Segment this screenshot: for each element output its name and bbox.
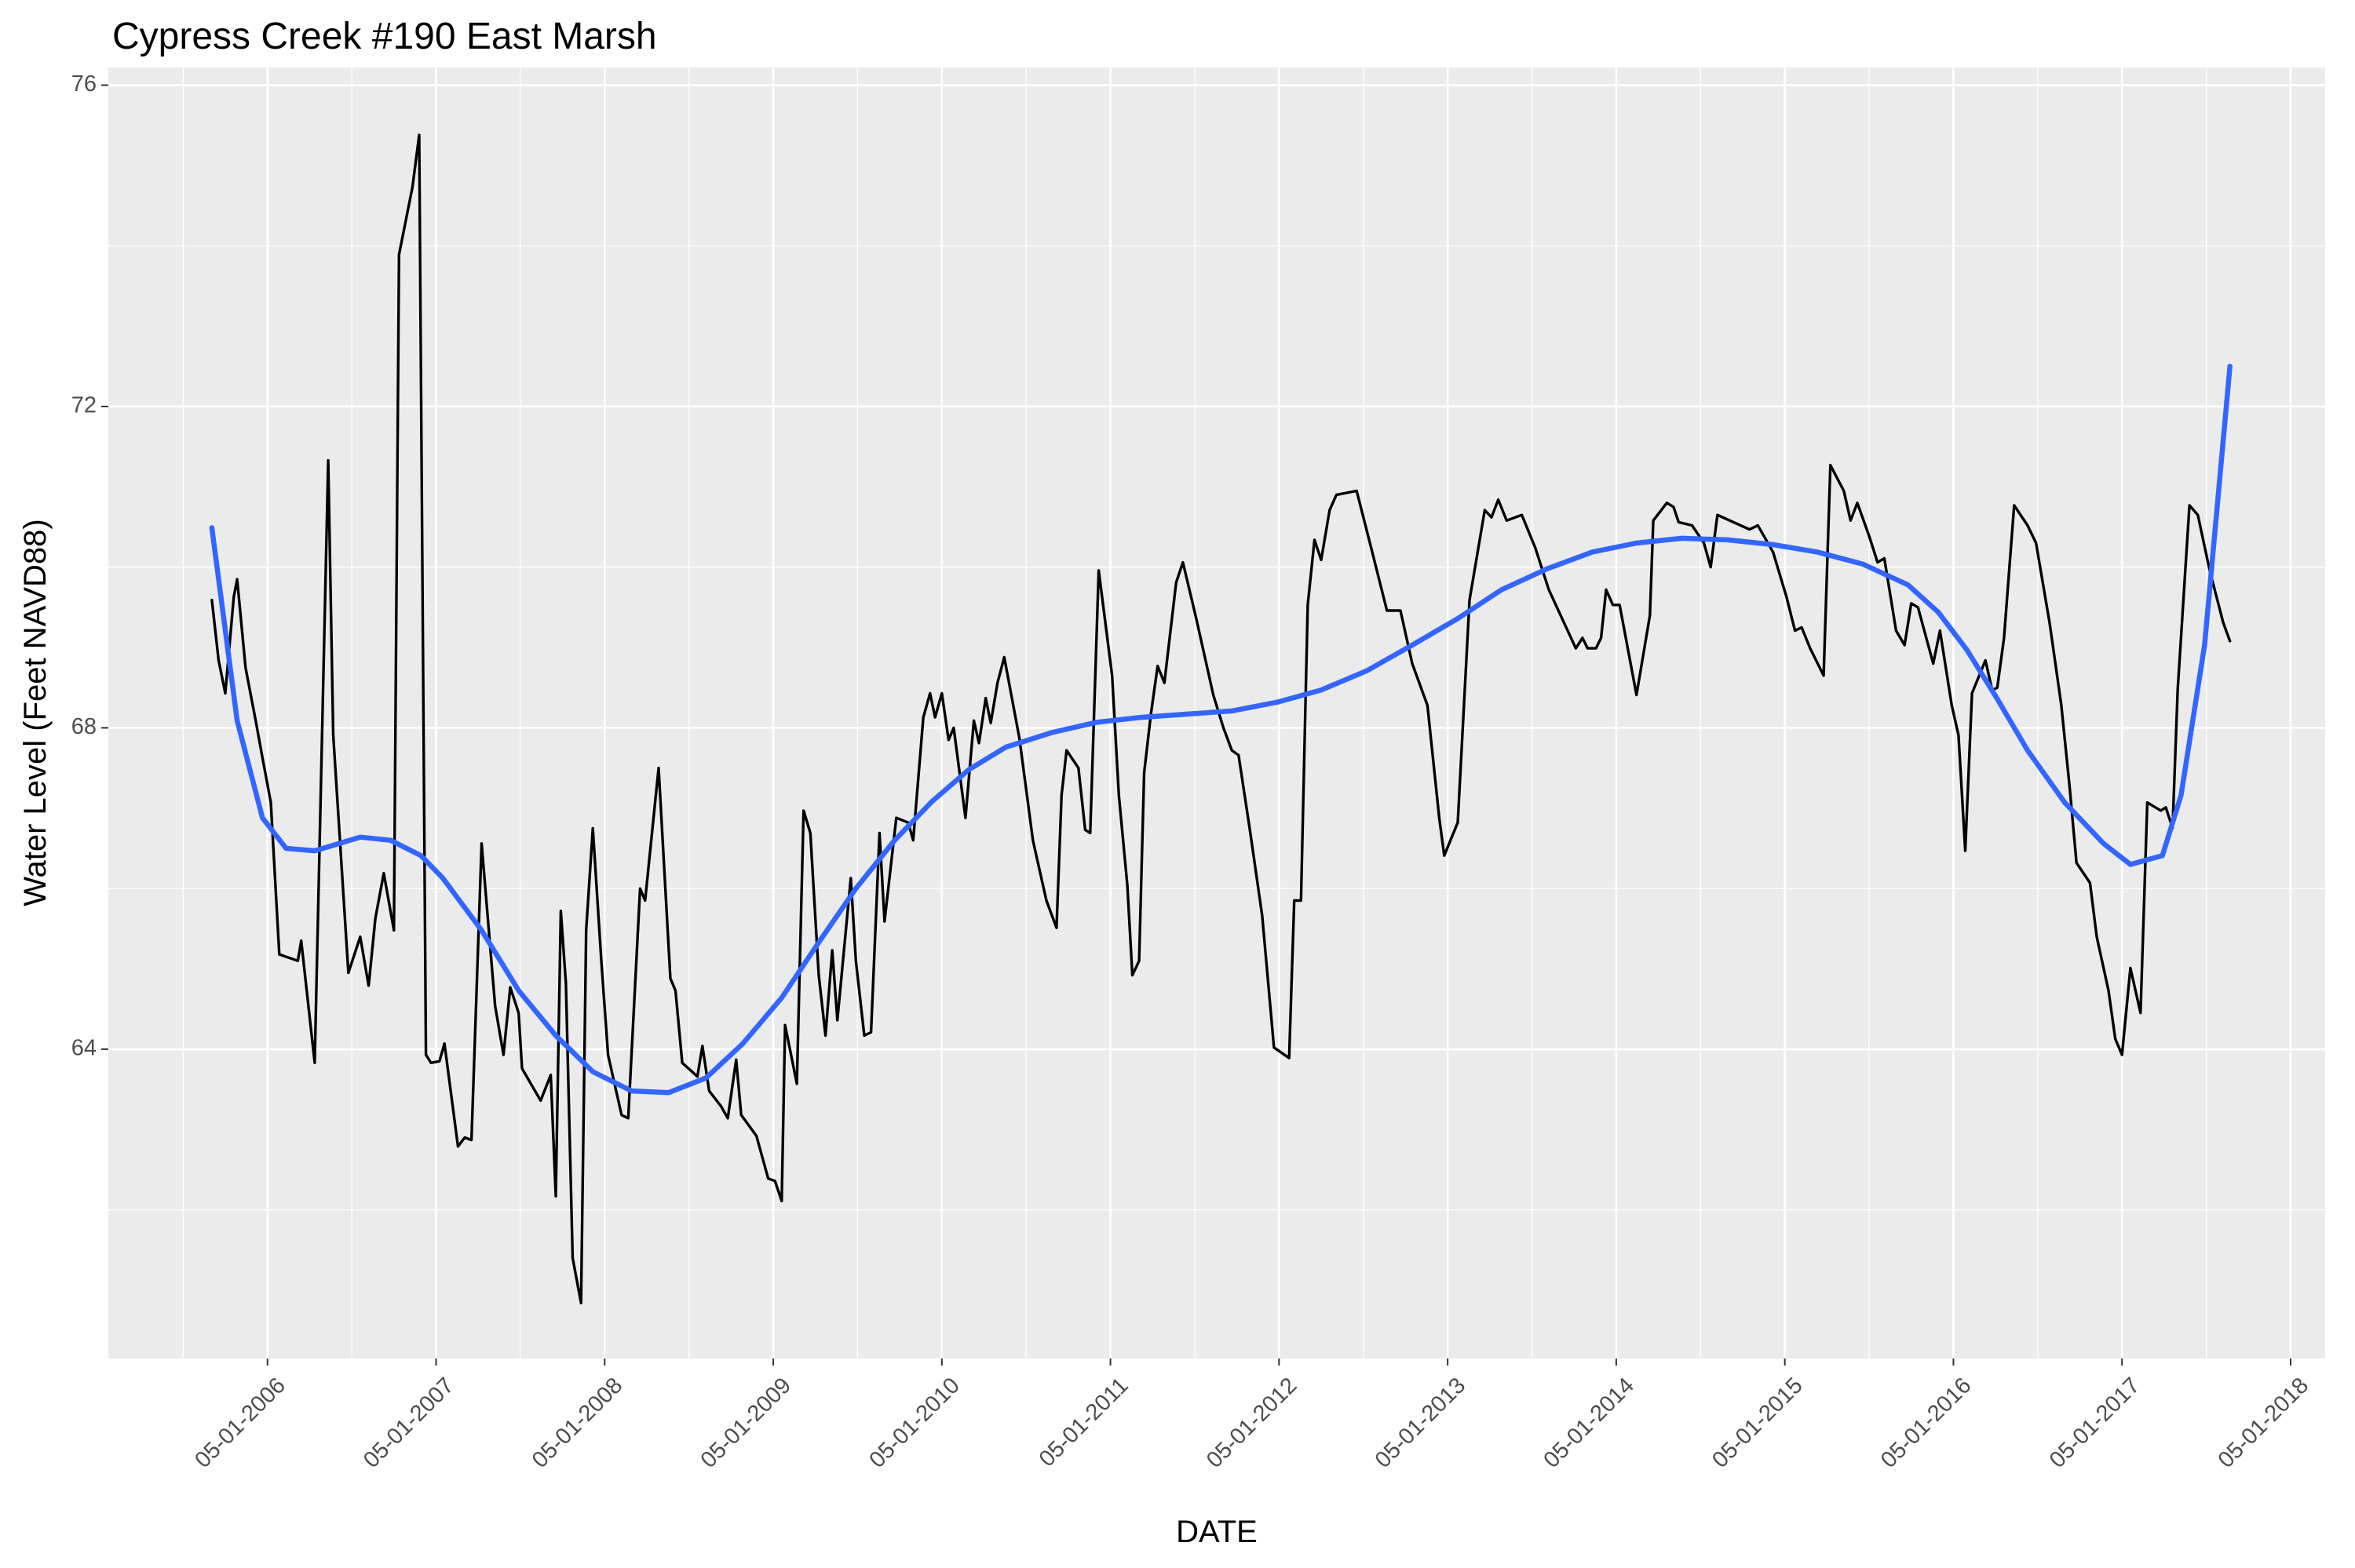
trend-line — [209, 363, 2233, 1096]
x-axis-title: DATE — [1176, 1515, 1258, 1549]
y-tick-label: 64 — [71, 1036, 97, 1061]
lines — [209, 133, 2233, 1305]
chart-title: Cypress Creek #190 East Marsh — [112, 16, 657, 57]
data-line — [210, 133, 2232, 1305]
y-tick-label: 72 — [71, 393, 97, 418]
y-tick-label: 76 — [71, 71, 97, 97]
y-tick-label: 68 — [71, 714, 97, 739]
y-axis-title: Water Level (Feet NAVD88) — [18, 519, 53, 906]
